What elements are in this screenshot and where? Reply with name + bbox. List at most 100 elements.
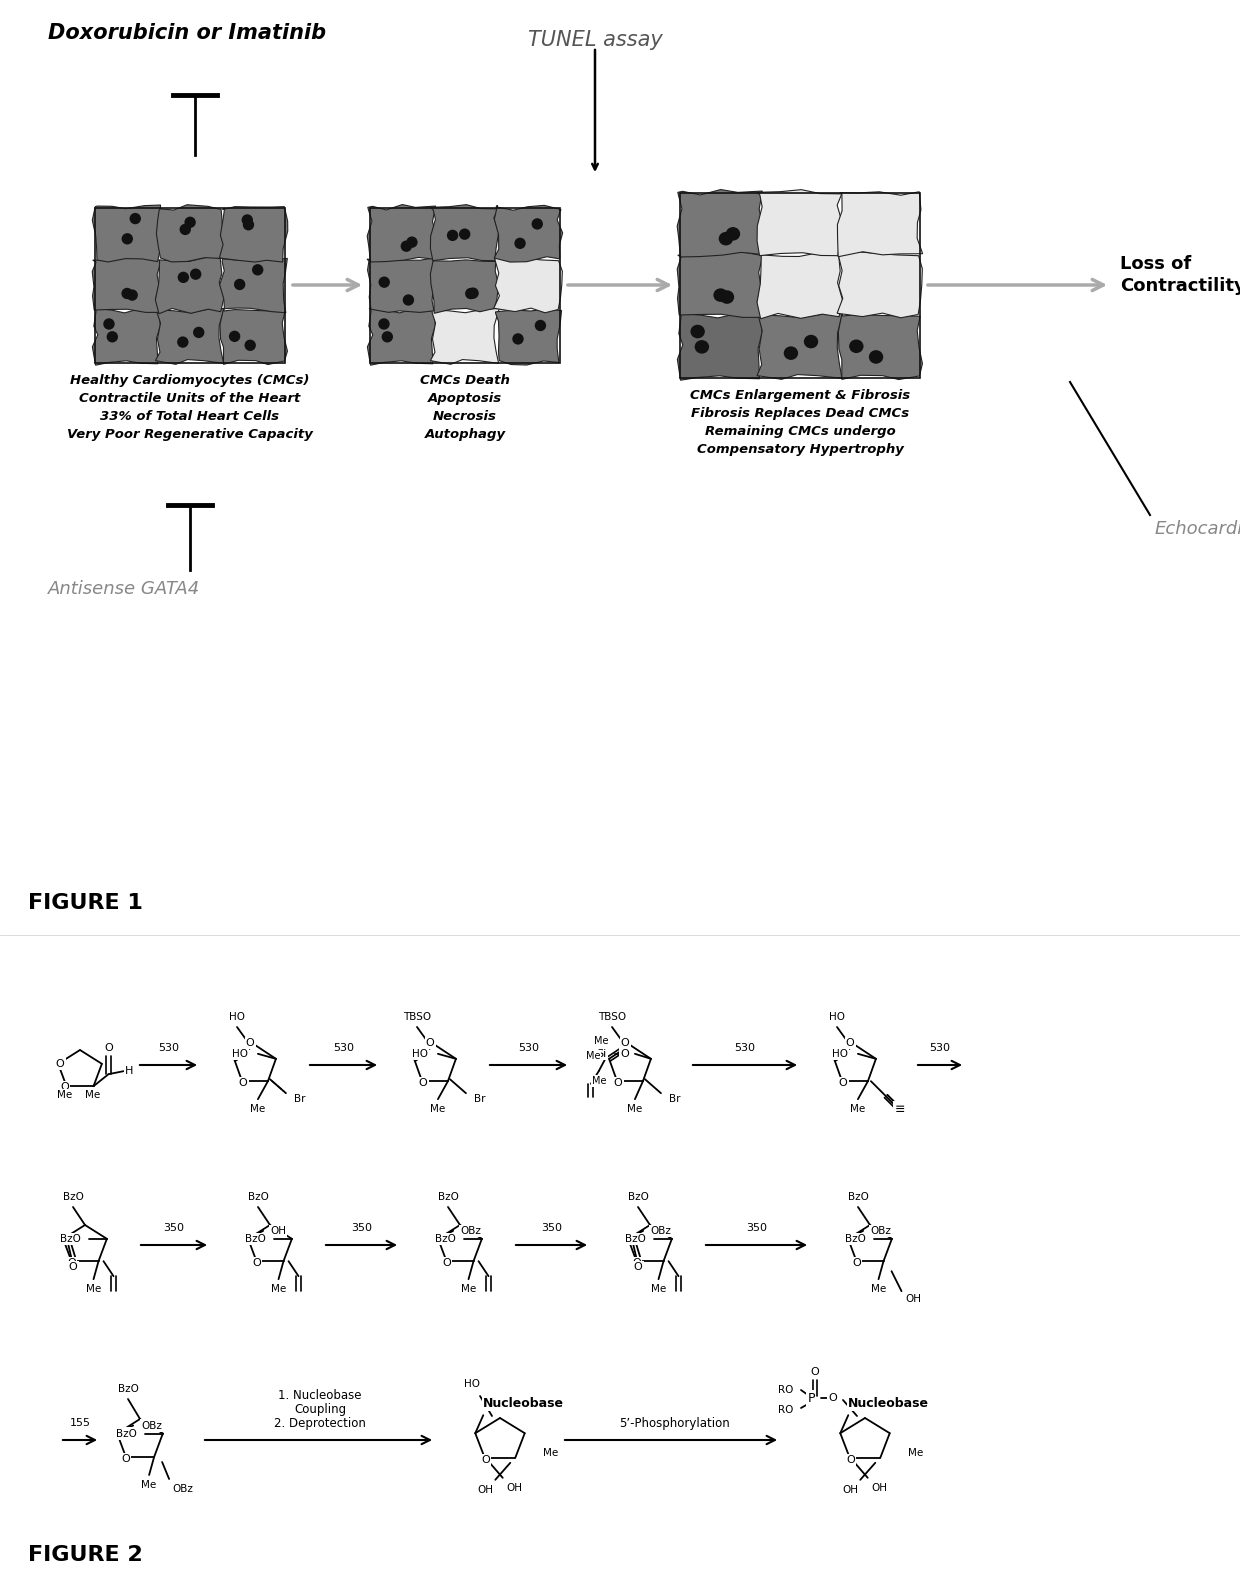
Text: 155: 155 (69, 1418, 91, 1428)
Ellipse shape (378, 319, 389, 330)
Ellipse shape (804, 335, 818, 348)
Polygon shape (837, 252, 923, 317)
Text: 350: 350 (746, 1223, 768, 1233)
Text: HO: HO (830, 1011, 844, 1022)
Ellipse shape (193, 327, 205, 338)
Polygon shape (155, 257, 224, 314)
Text: BzO: BzO (118, 1384, 139, 1394)
Polygon shape (758, 252, 842, 319)
Text: RO: RO (777, 1405, 794, 1415)
Text: 530: 530 (157, 1043, 179, 1053)
Ellipse shape (691, 325, 704, 338)
Ellipse shape (177, 271, 188, 282)
Ellipse shape (515, 238, 526, 249)
Polygon shape (92, 206, 161, 262)
Polygon shape (155, 308, 224, 364)
Polygon shape (92, 257, 161, 313)
Text: HO: HO (464, 1380, 480, 1389)
Text: Me: Me (870, 1284, 887, 1294)
Text: Antisense GATA4: Antisense GATA4 (48, 581, 200, 598)
Text: Doxorubicin or Imatinib: Doxorubicin or Imatinib (48, 22, 326, 43)
Text: BzO: BzO (435, 1235, 456, 1244)
Text: HO: HO (412, 1050, 428, 1059)
Ellipse shape (190, 268, 201, 279)
Ellipse shape (849, 340, 863, 352)
Ellipse shape (719, 231, 733, 246)
Ellipse shape (784, 346, 799, 360)
Ellipse shape (180, 223, 191, 234)
Text: BzO: BzO (62, 1191, 83, 1203)
Ellipse shape (403, 295, 414, 306)
Ellipse shape (252, 265, 263, 276)
Text: Me: Me (594, 1035, 608, 1046)
Text: HO: HO (832, 1050, 848, 1059)
Text: Me: Me (908, 1448, 924, 1458)
Text: OBz: OBz (172, 1483, 193, 1495)
Text: O: O (846, 1038, 854, 1048)
Text: CMCs Death
Apoptosis
Necrosis
Autophagy: CMCs Death Apoptosis Necrosis Autophagy (420, 373, 510, 440)
Text: OH: OH (507, 1483, 523, 1493)
Polygon shape (496, 309, 562, 365)
Text: O: O (620, 1050, 629, 1059)
Text: Me: Me (141, 1480, 156, 1490)
Text: FIGURE 1: FIGURE 1 (29, 893, 143, 912)
Text: O: O (56, 1059, 64, 1069)
Text: 2. Deprotection: 2. Deprotection (274, 1416, 366, 1431)
Ellipse shape (103, 319, 114, 330)
Text: 530: 530 (518, 1043, 539, 1053)
Text: OH: OH (872, 1483, 888, 1493)
Polygon shape (93, 308, 160, 365)
Text: Me: Me (250, 1104, 265, 1115)
Ellipse shape (382, 332, 393, 343)
Text: O: O (238, 1078, 248, 1088)
Ellipse shape (725, 226, 740, 241)
Text: OH: OH (477, 1485, 494, 1495)
Ellipse shape (234, 279, 246, 290)
Ellipse shape (694, 340, 709, 354)
Text: ≡: ≡ (895, 1102, 905, 1115)
Text: OH: OH (270, 1227, 286, 1236)
Text: HO: HO (229, 1011, 246, 1022)
Polygon shape (838, 314, 923, 380)
Polygon shape (677, 313, 763, 380)
Text: BzO: BzO (117, 1429, 136, 1439)
Text: 530: 530 (334, 1043, 353, 1053)
Text: BzO: BzO (248, 1191, 268, 1203)
Polygon shape (367, 258, 436, 313)
Ellipse shape (407, 236, 418, 247)
Text: Si: Si (596, 1050, 606, 1059)
Ellipse shape (534, 321, 546, 332)
Text: Coupling: Coupling (294, 1404, 346, 1416)
Polygon shape (837, 191, 923, 257)
Text: Healthy Cardiomyocytes (CMCs)
Contractile Units of the Heart
33% of Total Heart : Healthy Cardiomyocytes (CMCs) Contractil… (67, 373, 312, 440)
Text: 530: 530 (734, 1043, 755, 1053)
Text: OH: OH (842, 1485, 858, 1495)
Text: O: O (852, 1258, 861, 1268)
Ellipse shape (465, 287, 476, 300)
Text: Loss of
Contractility: Loss of Contractility (1120, 255, 1240, 295)
Ellipse shape (244, 340, 255, 351)
Text: Me: Me (270, 1284, 286, 1294)
Text: BzO: BzO (848, 1191, 868, 1203)
Text: O: O (847, 1455, 856, 1464)
Text: O: O (68, 1262, 78, 1271)
Text: OBz: OBz (870, 1227, 892, 1236)
Text: Me: Me (86, 1284, 102, 1294)
Polygon shape (367, 204, 435, 262)
Text: RO: RO (777, 1384, 794, 1396)
Text: O: O (122, 1455, 130, 1464)
Polygon shape (495, 206, 563, 262)
Text: O: O (481, 1455, 490, 1464)
Text: O: O (632, 1258, 641, 1268)
Text: O: O (104, 1043, 113, 1053)
Ellipse shape (446, 230, 459, 241)
Polygon shape (219, 258, 288, 313)
Polygon shape (367, 308, 435, 365)
Text: Nucleobase: Nucleobase (484, 1397, 564, 1410)
Text: OBz: OBz (650, 1227, 671, 1236)
Text: O: O (811, 1367, 820, 1376)
Text: TBSO: TBSO (598, 1011, 626, 1022)
Text: Me: Me (461, 1284, 476, 1294)
Text: BzO: BzO (844, 1235, 866, 1244)
Text: 1. Nucleobase: 1. Nucleobase (278, 1389, 362, 1402)
